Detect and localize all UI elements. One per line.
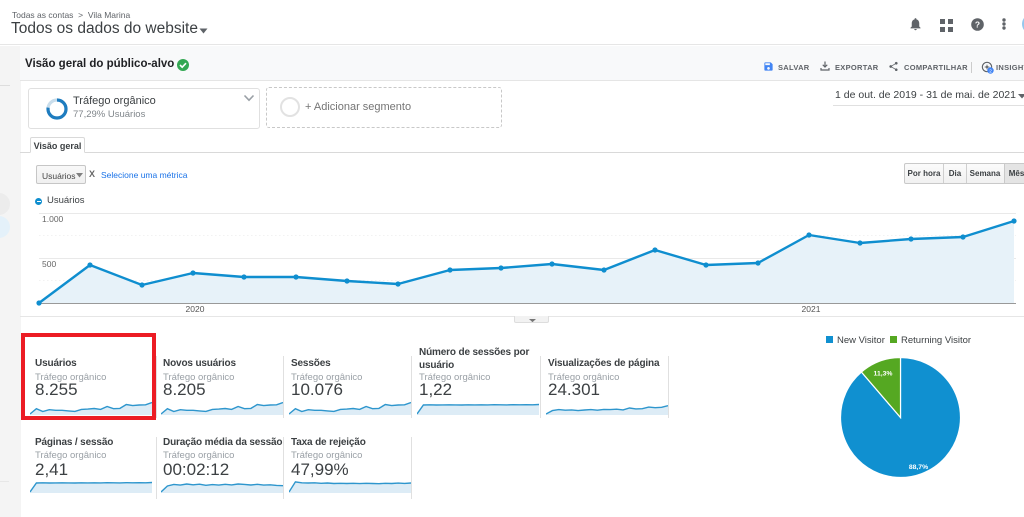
svg-text:?: ? [975,19,980,29]
svg-text:500: 500 [42,259,56,269]
svg-text:88,7%: 88,7% [909,464,928,471]
svg-text:1.000: 1.000 [42,214,64,224]
svg-text:2021: 2021 [802,304,821,314]
svg-text:2020: 2020 [186,304,205,314]
svg-text:11,3%: 11,3% [874,371,893,378]
svg-text:2: 2 [989,68,992,73]
